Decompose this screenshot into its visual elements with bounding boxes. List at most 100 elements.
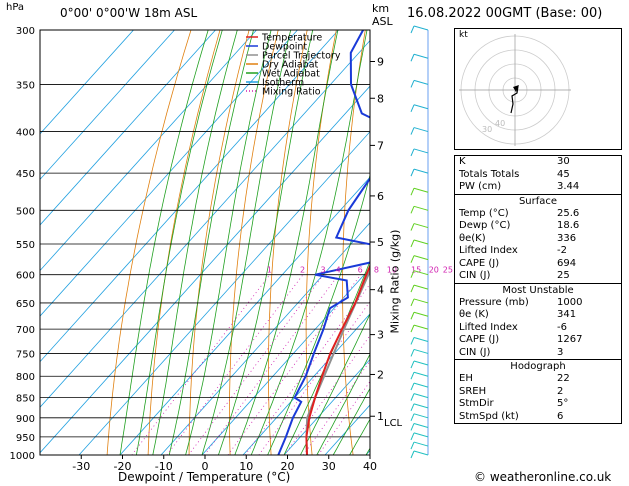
index-row: CIN (J) 3 [455,347,621,360]
index-label: StmSpd (kt) [459,410,519,422]
x-tick-label: 20 [281,460,295,473]
index-value: 2 [557,385,564,397]
temperature-line [305,263,370,455]
index-row: CIN (J) 25 [455,270,621,283]
mixing-ratio-label: 2 [300,266,305,275]
wet-adiabat-line [316,353,370,455]
wet-adiabat-line [168,30,254,455]
wind-barb-flag [410,206,415,214]
index-value: 25.6 [557,207,580,219]
pressure-tick-label: 300 [16,26,35,37]
hodograph-title: Hodograph [455,359,621,373]
wind-barb [413,371,429,377]
wind-barb [413,348,429,354]
dewpoint-line [277,30,370,455]
pressure-tick-label: 750 [16,349,35,360]
wind-barb-flag [410,349,415,357]
wind-barb-flag [410,432,415,441]
mixing-ratio-label: 15 [411,266,421,275]
wind-barb-flag [410,298,415,307]
index-value: 3 [557,346,564,358]
wind-barb [413,127,429,133]
wind-barb [413,432,429,438]
km-tick-label: 5 [377,236,384,249]
wind-barb-flag [410,450,415,459]
pressure-tick-label: 1000 [10,451,35,462]
mixing-ratio-label: 10 [387,266,397,275]
legend-label: Dewpoint [262,42,307,53]
km-unit: km [372,2,390,15]
index-label: SREH [459,385,487,397]
index-label: CIN (J) [459,270,491,281]
wind-barb-flag [410,413,415,422]
lcl-label: LCL [384,418,403,429]
legend-label: Isotherm [262,78,304,89]
wind-barb [413,403,429,409]
pressure-tick-label: 900 [16,414,35,425]
km-tick-label: 2 [377,368,384,381]
mixing-ratio-label: 25 [443,266,453,275]
index-row: StmSpd (kt) 6 [455,411,621,424]
pressure-tick-label: 800 [16,372,35,383]
wind-barb-flag [410,25,415,34]
index-value: 694 [557,257,577,269]
index-label: Dewp (°C) [459,220,511,231]
km-tick-label: 6 [377,190,384,203]
isotherm-line [160,222,370,455]
legend-label: Temperature [261,33,322,44]
wind-barb [413,393,429,399]
pressure-tick-label: 650 [16,299,35,310]
legend-label: Mixing Ratio [262,87,321,98]
wind-barb-flag [410,127,415,135]
hodograph-ring-label: 40 [495,119,505,128]
index-label: CAPE (J) [459,257,500,269]
index-value: 18.6 [557,220,580,231]
index-row: Pressure (mb) 1000 [455,297,621,310]
index-value: 5° [557,398,569,409]
mixing-ratio-line [188,274,324,455]
isotherm-line [78,131,370,455]
km-tick-label: 4 [377,284,384,297]
x-tick-label: -30 [72,460,90,473]
unstable-title: Most Unstable [455,282,621,297]
km-tick-label: 8 [377,92,384,105]
wind-barb-flag [410,393,415,401]
legend-label: Parcel Trajectory [262,51,341,62]
index-label: StmDir [459,398,494,409]
wind-barb-flag [410,372,415,380]
index-label: Pressure (mb) [459,296,529,308]
pressure-tick-label: 500 [16,206,35,217]
x-tick-label: 30 [322,460,336,473]
wind-barb [413,223,429,229]
wet-adiabat-line [185,30,272,455]
pressure-tick-label: 400 [16,128,35,139]
mixing-ratio-line [131,274,271,455]
index-value: 45 [557,168,570,180]
index-row: θe (K) 341 [455,309,621,322]
hodograph-ring-label: 30 [482,125,492,134]
mixing-ratio-label: 3 [321,266,326,275]
wind-barb-flag [410,188,415,196]
mixing-ratio-label: 6 [358,266,363,275]
index-value: 6 [557,410,564,422]
km-tick-label: 9 [377,55,384,68]
index-label: Totals Totals [459,168,520,180]
wet-adiabat-line [300,313,370,455]
index-label: CAPE (J) [459,334,500,345]
wind-barb [413,270,429,276]
x-axis-label: Dewpoint / Temperature (°C) [118,470,291,484]
x-tick-label: 10 [239,460,253,473]
dry-adiabat-line [445,30,454,455]
pressure-tick-label: 450 [16,169,35,180]
index-row: CAPE (J) 1267 [455,334,621,347]
km-tick-label: 1 [377,410,384,423]
datetime-label: 16.08.2022 00GMT (Base: 00) [407,6,603,21]
index-label: θe(K) [459,232,486,244]
index-row: Lifted Index -6 [455,322,621,335]
wind-barb [413,187,429,193]
legend-label: Wet Adiabat [262,69,320,80]
wind-barb [413,441,429,447]
wind-barb-flag [410,270,415,278]
wind-barb [413,205,429,211]
skewt-diagram: 1 2 3 4 6 8 10 15 20 2530035040045050055060065070… [10,25,454,473]
